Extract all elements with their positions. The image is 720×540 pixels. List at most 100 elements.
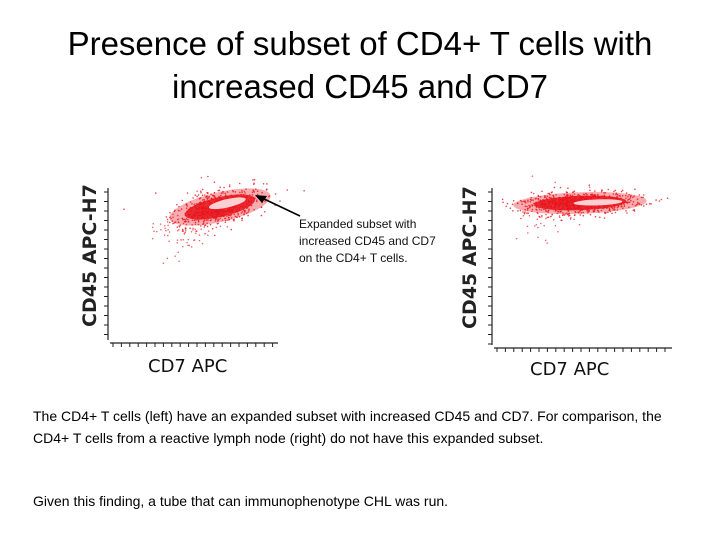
event-dot: [237, 194, 239, 196]
event-dot: [239, 191, 241, 194]
event-dot: [615, 204, 617, 207]
event-dot: [186, 192, 189, 194]
event-dot: [591, 195, 593, 197]
event-dot: [535, 197, 537, 200]
event-dot: [184, 212, 186, 215]
event-dot: [617, 205, 620, 208]
event-dot: [185, 204, 188, 206]
event-dot: [554, 224, 557, 227]
event-dot: [214, 210, 216, 213]
event-dot: [603, 192, 605, 194]
event-dot: [214, 217, 217, 220]
event-dot: [541, 200, 543, 203]
event-dot: [593, 194, 596, 196]
event-dot: [535, 206, 538, 208]
event-dot: [536, 211, 538, 214]
event-dot: [194, 228, 196, 230]
event-dot: [628, 201, 631, 204]
event-dot: [213, 211, 215, 214]
event-dot: [553, 206, 555, 209]
event-dot: [521, 200, 523, 203]
event-dot: [581, 198, 583, 201]
event-dot: [645, 203, 648, 205]
event-dot: [545, 210, 547, 212]
event-dot: [226, 226, 229, 228]
event-dot: [582, 211, 584, 214]
event-dot: [241, 189, 243, 192]
event-dot: [174, 209, 176, 211]
event-dot: [609, 210, 612, 213]
event-dot: [165, 229, 167, 232]
event-dot: [587, 207, 590, 210]
event-dot: [610, 206, 613, 208]
event-dot: [570, 195, 572, 197]
event-dot: [190, 230, 193, 233]
event-dot: [233, 196, 235, 198]
event-dot: [555, 194, 557, 196]
event-dot: [160, 228, 162, 231]
event-dot: [186, 211, 189, 213]
event-dot: [198, 234, 201, 236]
event-dot: [541, 206, 544, 209]
event-dot: [184, 219, 187, 221]
event-dot: [559, 186, 562, 189]
event-dot: [554, 198, 557, 200]
event-dot: [198, 201, 201, 204]
event-dot: [193, 203, 195, 206]
event-dot: [578, 198, 580, 201]
event-dot: [164, 225, 166, 227]
event-dot: [248, 208, 250, 210]
event-dot: [182, 238, 185, 241]
event-dot: [620, 197, 622, 200]
event-dot: [539, 201, 541, 204]
event-dot: [565, 208, 568, 210]
event-dot: [241, 205, 244, 208]
event-dot: [545, 217, 547, 220]
plot-left-x-axis-label: CD7 APC: [148, 356, 228, 377]
event-dot: [538, 208, 541, 211]
event-dot: [556, 201, 558, 203]
event-dot: [214, 220, 217, 222]
event-dot: [241, 191, 243, 194]
event-dot: [600, 209, 603, 212]
event-dot: [562, 205, 564, 208]
event-dot: [552, 200, 554, 203]
event-dot: [562, 198, 565, 200]
event-dot: [227, 219, 229, 221]
event-dot: [566, 202, 568, 204]
event-dot: [256, 190, 259, 192]
event-dot: [211, 194, 214, 197]
event-dot: [204, 194, 206, 196]
event-dot: [573, 193, 576, 195]
event-dot: [177, 214, 179, 217]
event-dot: [176, 226, 179, 228]
event-dot: [218, 211, 221, 214]
event-dot: [625, 192, 628, 194]
event-dot: [522, 215, 525, 217]
event-dot: [207, 212, 210, 215]
event-dot: [524, 205, 527, 208]
event-dot: [578, 223, 581, 226]
event-dot: [607, 188, 610, 191]
event-dot: [202, 201, 205, 203]
event-dot: [226, 191, 229, 193]
event-dot: [166, 257, 169, 260]
event-dot: [228, 214, 230, 217]
event-dot: [594, 190, 596, 192]
event-dot: [201, 212, 204, 215]
event-dot: [594, 196, 597, 199]
event-cloud: [123, 175, 305, 264]
event-dot: [206, 198, 209, 201]
event-dot: [252, 189, 254, 191]
event-dot: [531, 210, 533, 213]
event-dot: [191, 215, 194, 218]
event-dot: [628, 206, 630, 209]
event-dot: [215, 226, 218, 229]
event-dot: [176, 241, 178, 244]
event-dot: [217, 222, 220, 225]
event-dot: [550, 206, 552, 209]
event-dot: [223, 215, 225, 217]
event-dot: [580, 209, 583, 211]
event-dot: [216, 220, 219, 222]
event-dot: [571, 201, 573, 203]
